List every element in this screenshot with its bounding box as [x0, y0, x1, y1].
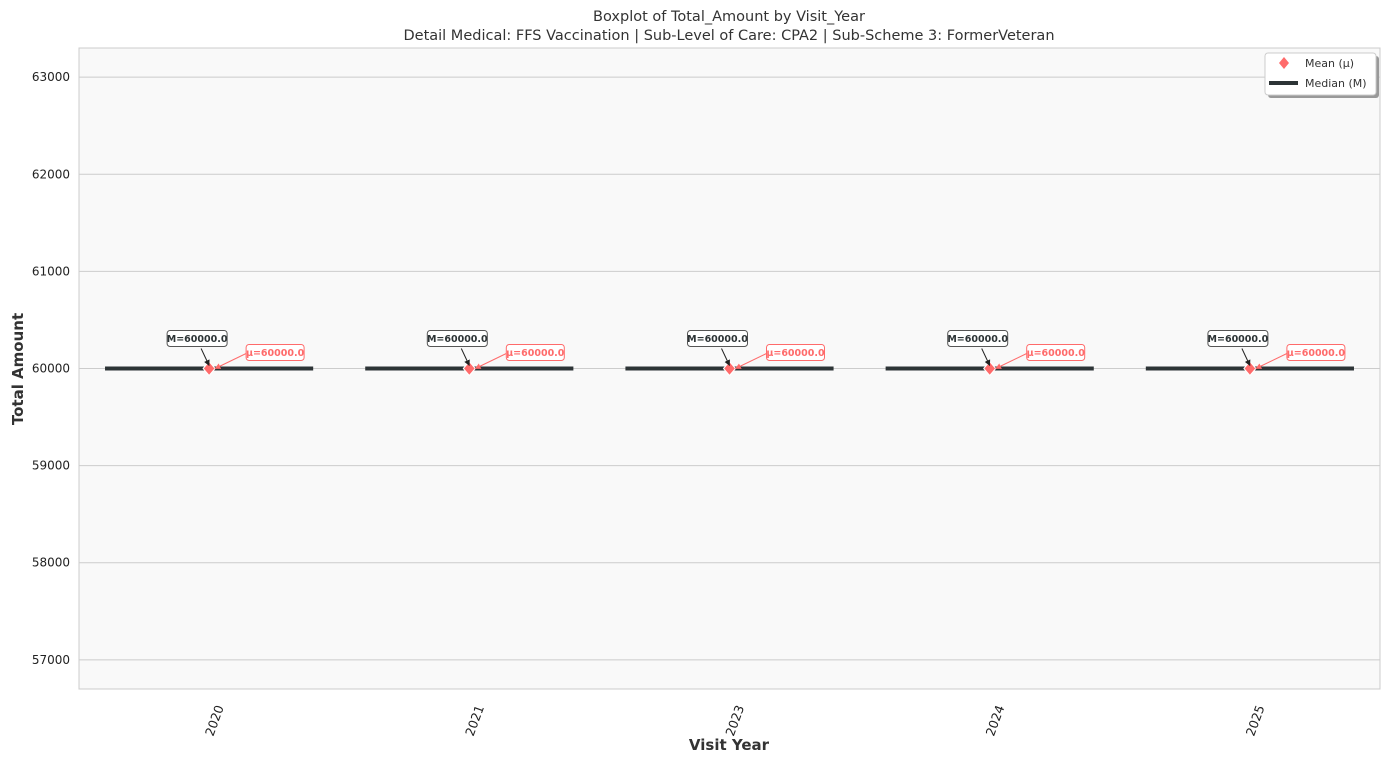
median-annotation: M=60000.0 [947, 334, 1008, 345]
mean-annotation: μ=60000.0 [1027, 348, 1086, 359]
box-series: M=60000.0 μ=60000.0 M=60000.0 μ=60000.0 M=60… [105, 330, 1354, 377]
mean-annotation-box [766, 344, 825, 361]
y-tick-label: 57000 [32, 653, 70, 667]
mean-annotation-arrow [734, 353, 767, 369]
mean-annotation-box [1026, 344, 1086, 361]
legend-mean-label: Mean (μ) [1305, 57, 1354, 70]
x-tick-label: 2024 [982, 703, 1007, 738]
y-tick-label: 63000 [32, 70, 70, 84]
median-annotation-arrow [1241, 348, 1251, 367]
x-tick-labels: 2020 2021 2023 2024 2025 [202, 703, 1268, 738]
mean-annotation-arrow [474, 353, 507, 369]
median-annotation: M=60000.0 [687, 334, 748, 345]
y-axis-label: Total Amount [9, 313, 27, 425]
mean-annotation-arrow [1255, 353, 1288, 369]
x-axis-label: Visit Year [689, 736, 770, 754]
x-tick-label: 2020 [202, 703, 227, 738]
y-tick-label: 62000 [32, 167, 70, 181]
legend-median-label: Median (M) [1305, 77, 1367, 90]
mean-annotation: μ=60000.0 [766, 348, 825, 359]
y-tick-label: 58000 [32, 556, 70, 570]
median-annotation: M=60000.0 [427, 334, 488, 345]
median-annotation-arrow [200, 348, 210, 367]
mean-annotation-box [245, 344, 305, 361]
mean-annotation: μ=60000.0 [506, 348, 565, 359]
mean-annotation: μ=60000.0 [246, 348, 305, 359]
mean-annotation-box [505, 344, 565, 361]
median-annotation: M=60000.0 [167, 334, 228, 345]
median-annotation-arrow [721, 348, 730, 367]
median-annotation-arrow [981, 348, 991, 367]
x-tick-label: 2025 [1243, 703, 1268, 738]
y-tick-labels: 57000 58000 59000 60000 61000 62000 63000 [32, 70, 70, 667]
chart-subtitle: Detail Medical: FFS Vaccination | Sub-Le… [403, 28, 1054, 44]
median-annotation-box [687, 330, 748, 347]
legend-mean-marker [1279, 57, 1289, 69]
x-tick-label: 2021 [462, 703, 487, 738]
y-tick-label: 59000 [32, 459, 70, 473]
y-gridlines [79, 76, 1380, 661]
legend: Mean (μ) Median (M) [1264, 52, 1379, 98]
median-annotation-box [1207, 330, 1269, 347]
mean-annotation-arrow [214, 353, 247, 369]
y-tick-label: 60000 [32, 362, 70, 376]
y-tick-label: 61000 [32, 264, 70, 278]
mean-annotation: μ=60000.0 [1287, 348, 1346, 359]
median-annotation-box [947, 330, 1009, 347]
median-annotation: M=60000.0 [1208, 334, 1269, 345]
mean-annotation-arrow [995, 353, 1027, 369]
median-annotation-box [166, 330, 228, 347]
chart-title: Boxplot of Total_Amount by Visit_Year [593, 9, 865, 25]
median-annotation-box [426, 330, 488, 347]
x-tick-label: 2023 [722, 703, 747, 738]
mean-annotation-box [1286, 344, 1346, 361]
median-annotation-arrow [460, 348, 470, 367]
